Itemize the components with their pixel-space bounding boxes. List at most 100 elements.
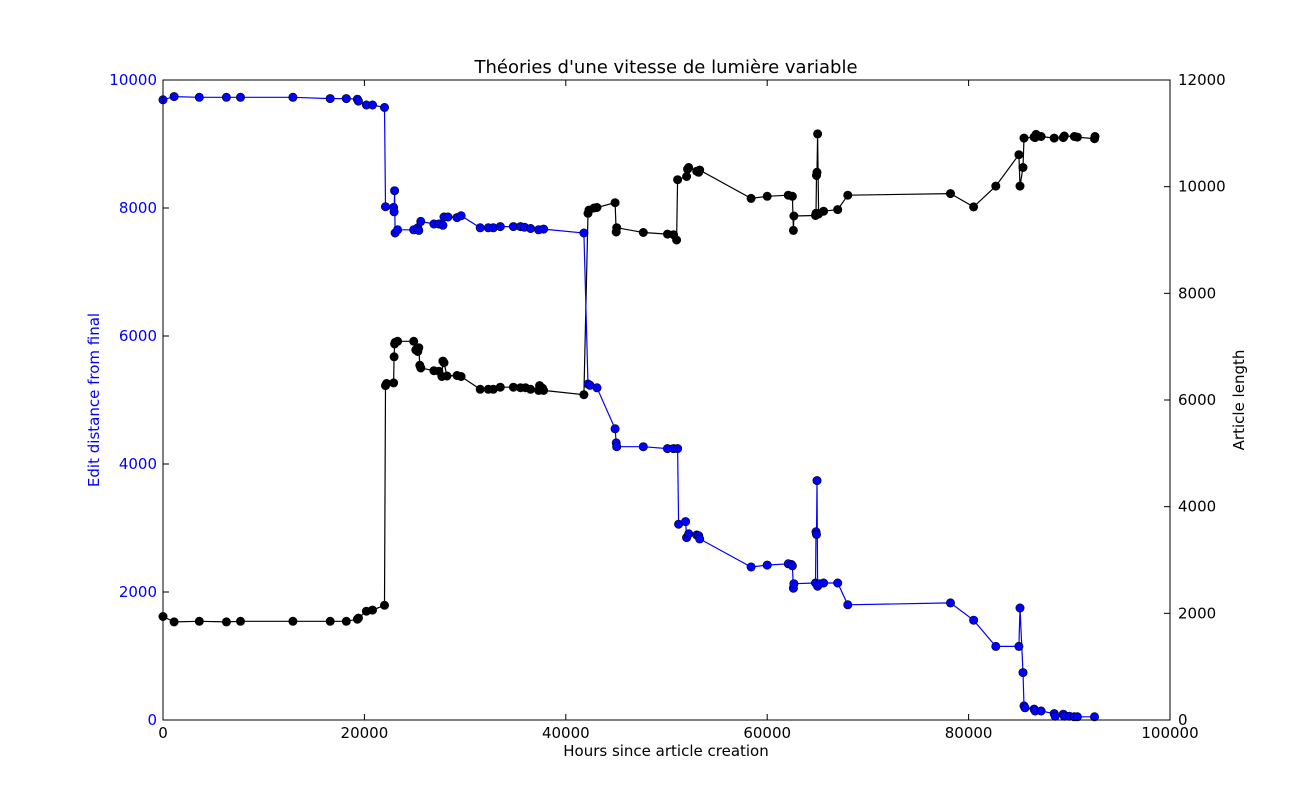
data-point-left [610, 424, 620, 434]
data-point-left [288, 92, 298, 102]
data-point-left [789, 579, 799, 589]
y-left-tick-label: 2000 [119, 583, 157, 601]
data-point-right [819, 206, 829, 216]
data-point-right [813, 129, 823, 139]
data-point-left [1015, 603, 1025, 613]
data-point-right [610, 198, 620, 208]
data-point-left [443, 212, 453, 222]
data-point-right [991, 181, 1001, 191]
data-point-right [1019, 133, 1029, 143]
y-axis-right: 0 2000 4000 6000 8000 10000 12000 [1164, 71, 1226, 729]
data-point-left [1036, 706, 1046, 716]
data-point-right [789, 211, 799, 221]
data-point-left [969, 615, 979, 625]
y-left-tick-label: 0 [147, 711, 157, 729]
data-point-right [672, 235, 682, 245]
data-point-left [390, 186, 400, 196]
data-point-right [442, 371, 452, 381]
data-point-right [1059, 131, 1069, 141]
data-point-right [612, 223, 622, 233]
data-point-right [367, 605, 377, 615]
data-point-left [438, 220, 448, 230]
x-tick-label: 40000 [542, 724, 590, 742]
data-point-left [194, 92, 204, 102]
y-axis-right-label: Article length [1230, 350, 1248, 451]
data-point-right [221, 617, 231, 627]
data-point-right [236, 616, 246, 626]
data-point-left [393, 225, 403, 235]
y-axis-left-label: Edit distance from final [85, 313, 103, 487]
data-point-right [416, 363, 426, 373]
x-tick-label: 20000 [341, 724, 389, 742]
data-point-left [1072, 712, 1082, 722]
x-axis-label: Hours since article creation [563, 742, 769, 760]
data-point-right [439, 358, 449, 368]
data-point-right [695, 165, 705, 175]
data-point-right [788, 225, 798, 235]
series-right-article-length [158, 129, 1100, 627]
data-point-right [475, 384, 485, 394]
data-point-right [1014, 150, 1024, 160]
data-point-left [380, 202, 390, 212]
series-line-right [162, 133, 1096, 623]
data-point-right [833, 205, 843, 215]
data-point-left [695, 534, 705, 544]
data-point-right [409, 336, 419, 346]
data-point-left [612, 442, 622, 452]
y-right-tick-label: 0 [1178, 711, 1188, 729]
data-point-right [353, 613, 363, 623]
data-point-left [1090, 712, 1100, 722]
y-left-tick-label: 10000 [109, 71, 157, 89]
data-point-left [843, 600, 853, 610]
x-axis: 0 20000 40000 60000 80000 100000 [158, 80, 1199, 742]
data-point-left [684, 529, 694, 539]
data-point-right [746, 193, 756, 203]
data-point-right [389, 352, 399, 362]
data-point-right [843, 190, 853, 200]
series-left-edit-distance [158, 92, 1100, 722]
data-point-right [288, 616, 298, 626]
y-left-tick-label: 6000 [119, 327, 157, 345]
data-point-left [475, 223, 485, 233]
data-point-left [539, 224, 549, 234]
x-tick-label: 80000 [945, 724, 993, 742]
y-right-tick-label: 12000 [1178, 71, 1226, 89]
y-axis-left: 0 2000 4000 6000 8000 10000 [109, 71, 169, 729]
data-point-left [673, 444, 683, 454]
data-point-left [169, 92, 179, 102]
data-point-right [673, 175, 683, 185]
y-left-tick-label: 8000 [119, 199, 157, 217]
data-point-right [762, 191, 772, 201]
data-point-right [1036, 132, 1046, 142]
data-point-left [414, 225, 424, 235]
data-point-left [819, 578, 829, 588]
data-point-left [353, 96, 363, 106]
data-point-right [684, 163, 694, 173]
data-point-right [1090, 132, 1100, 142]
data-point-left [221, 92, 231, 102]
data-point-right [169, 617, 179, 627]
data-point-left [945, 598, 955, 608]
data-point-left [379, 103, 389, 113]
y-right-tick-label: 8000 [1178, 284, 1216, 302]
data-point-left [341, 94, 351, 104]
y-right-tick-label: 2000 [1178, 604, 1216, 622]
data-point-right [682, 172, 692, 182]
data-point-right [341, 616, 351, 626]
data-point-left [833, 578, 843, 588]
x-tick-label: 0 [158, 724, 168, 742]
y-right-tick-label: 4000 [1178, 498, 1216, 516]
data-point-left [1018, 668, 1028, 678]
data-point-left [592, 383, 602, 393]
data-point-left [812, 476, 822, 486]
y-right-tick-label: 10000 [1178, 178, 1226, 196]
data-point-right [1015, 181, 1025, 191]
data-point-left [526, 224, 536, 234]
y-right-tick-label: 6000 [1178, 391, 1216, 409]
data-point-right [526, 384, 536, 394]
data-point-left [456, 211, 466, 221]
data-point-right [787, 191, 797, 201]
data-point-right [1049, 133, 1059, 143]
data-point-left [367, 100, 377, 110]
